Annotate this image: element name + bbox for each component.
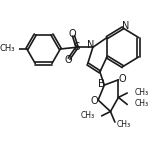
Text: O: O: [91, 96, 98, 106]
Text: O: O: [64, 55, 72, 65]
Text: CH₃: CH₃: [134, 99, 148, 108]
Text: CH₃: CH₃: [81, 111, 95, 120]
Text: O: O: [118, 74, 126, 84]
Text: CH₃: CH₃: [117, 120, 131, 129]
Text: N: N: [87, 40, 95, 50]
Text: CH₃: CH₃: [134, 88, 148, 97]
Text: N: N: [122, 21, 129, 31]
Text: S: S: [74, 42, 80, 52]
Text: O: O: [69, 29, 76, 39]
Text: B: B: [98, 79, 105, 89]
Text: CH₃: CH₃: [0, 44, 15, 53]
